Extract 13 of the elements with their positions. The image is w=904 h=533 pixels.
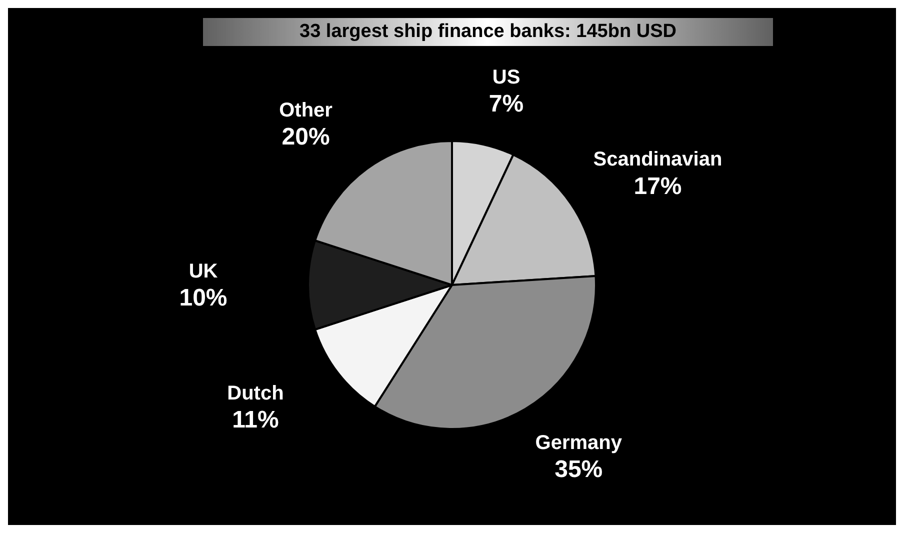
- data-label: 35%: [554, 456, 603, 483]
- data-label: 11%: [232, 406, 279, 434]
- data-label: 17%: [634, 172, 682, 200]
- slice-label: Other: [279, 100, 333, 122]
- slice-label: US: [492, 66, 520, 88]
- data-label: 20%: [282, 124, 330, 151]
- slice-label: Dutch: [227, 382, 284, 404]
- data-label: 7%: [488, 90, 524, 118]
- data-label: 10%: [179, 284, 228, 312]
- chart-title: 33 largest ship finance banks: 145bn USD: [203, 18, 773, 46]
- slice-label: Germany: [535, 432, 623, 454]
- slice-label: Scandinavian: [593, 148, 722, 171]
- slice-label: UK: [188, 260, 218, 283]
